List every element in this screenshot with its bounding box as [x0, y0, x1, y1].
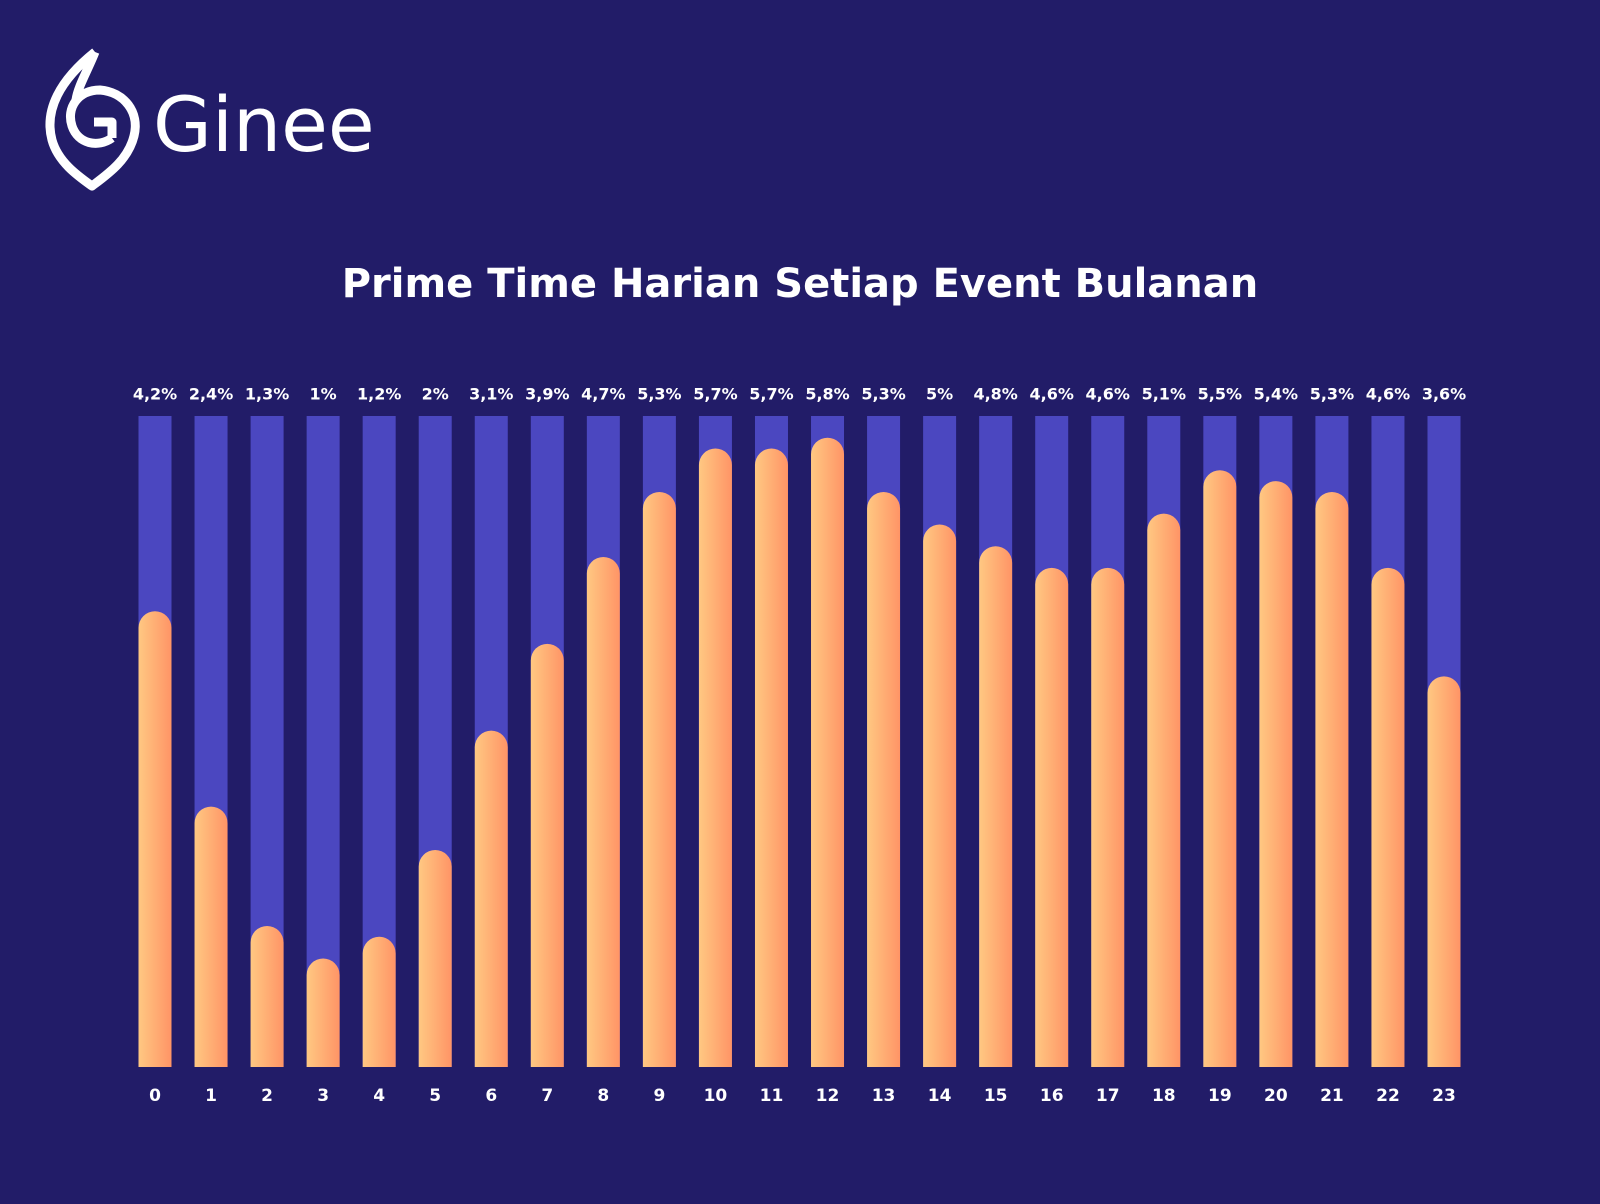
value-label: 4,8%: [973, 385, 1017, 404]
bar: [138, 611, 172, 1067]
x-tick-label: 11: [760, 1086, 784, 1106]
value-label: 5,3%: [861, 385, 905, 404]
x-tick-label: 16: [1040, 1086, 1064, 1106]
bar: [250, 925, 284, 1067]
x-tick-label: 20: [1264, 1086, 1288, 1106]
value-label: 2,4%: [189, 385, 233, 404]
value-label: 5,7%: [693, 385, 737, 404]
bar: [194, 806, 228, 1067]
bar: [1259, 481, 1293, 1067]
value-label: 5,3%: [637, 385, 681, 404]
value-label: 4,7%: [581, 385, 625, 404]
bar: [1091, 567, 1125, 1067]
bar: [1035, 567, 1069, 1067]
value-label: 3,6%: [1422, 385, 1466, 404]
bar: [979, 546, 1013, 1067]
bar: [811, 437, 845, 1067]
x-tick-label: 17: [1096, 1086, 1120, 1106]
logo-text: Ginee: [153, 80, 375, 169]
value-label: 5%: [926, 385, 953, 404]
x-tick-label: 5: [429, 1086, 441, 1106]
x-tick-label: 3: [317, 1086, 329, 1106]
bar: [1315, 491, 1349, 1067]
x-tick-label: 4: [373, 1086, 385, 1106]
x-tick-label: 15: [984, 1086, 1008, 1106]
x-tick-label: 23: [1432, 1086, 1456, 1106]
bar: [1371, 567, 1405, 1067]
value-label: 1,3%: [245, 385, 289, 404]
x-tick-label: 21: [1320, 1086, 1344, 1106]
bar: [1147, 513, 1181, 1067]
x-tick-label: 10: [704, 1086, 728, 1106]
x-tick-label: 18: [1152, 1086, 1176, 1106]
x-tick-label: 7: [541, 1086, 553, 1106]
value-label: 5,8%: [805, 385, 849, 404]
value-label: 3,9%: [525, 385, 569, 404]
bar: [1427, 676, 1461, 1067]
chart-title: Prime Time Harian Setiap Event Bulanan: [342, 261, 1259, 307]
x-tick-label: 0: [149, 1086, 161, 1106]
x-tick-label: 8: [597, 1086, 609, 1106]
bar: [530, 643, 564, 1067]
bar: [306, 958, 340, 1067]
bar: [474, 730, 508, 1067]
value-label: 1,2%: [357, 385, 401, 404]
value-label: 5,5%: [1198, 385, 1242, 404]
x-tick-label: 19: [1208, 1086, 1232, 1106]
x-tick-label: 13: [872, 1086, 896, 1106]
value-label: 5,7%: [749, 385, 793, 404]
x-tick-label: 22: [1376, 1086, 1400, 1106]
value-label: 4,6%: [1086, 385, 1130, 404]
bar: [362, 936, 396, 1067]
value-label: 1%: [310, 385, 337, 404]
value-label: 4,6%: [1366, 385, 1410, 404]
value-label: 5,3%: [1310, 385, 1354, 404]
value-label: 2%: [422, 385, 449, 404]
value-label: 3,1%: [469, 385, 513, 404]
x-tick-label: 2: [261, 1086, 273, 1106]
bar-track: [306, 416, 340, 1067]
value-label: 4,6%: [1030, 385, 1074, 404]
x-tick-label: 9: [653, 1086, 665, 1106]
x-tick-label: 12: [816, 1086, 840, 1106]
x-tick-label: 1: [205, 1086, 217, 1106]
value-label: 5,4%: [1254, 385, 1298, 404]
bar: [1203, 470, 1237, 1067]
bar: [923, 524, 957, 1067]
bar: [642, 491, 676, 1067]
value-label: 4,2%: [133, 385, 177, 404]
x-tick-label: 6: [485, 1086, 497, 1106]
logo-icon: [45, 48, 140, 191]
bar: [586, 557, 620, 1067]
bar: [698, 448, 732, 1067]
bar: [418, 850, 452, 1067]
x-tick-label: 14: [928, 1086, 952, 1106]
value-label: 5,1%: [1142, 385, 1186, 404]
bar: [867, 491, 901, 1067]
bar: [754, 448, 788, 1067]
